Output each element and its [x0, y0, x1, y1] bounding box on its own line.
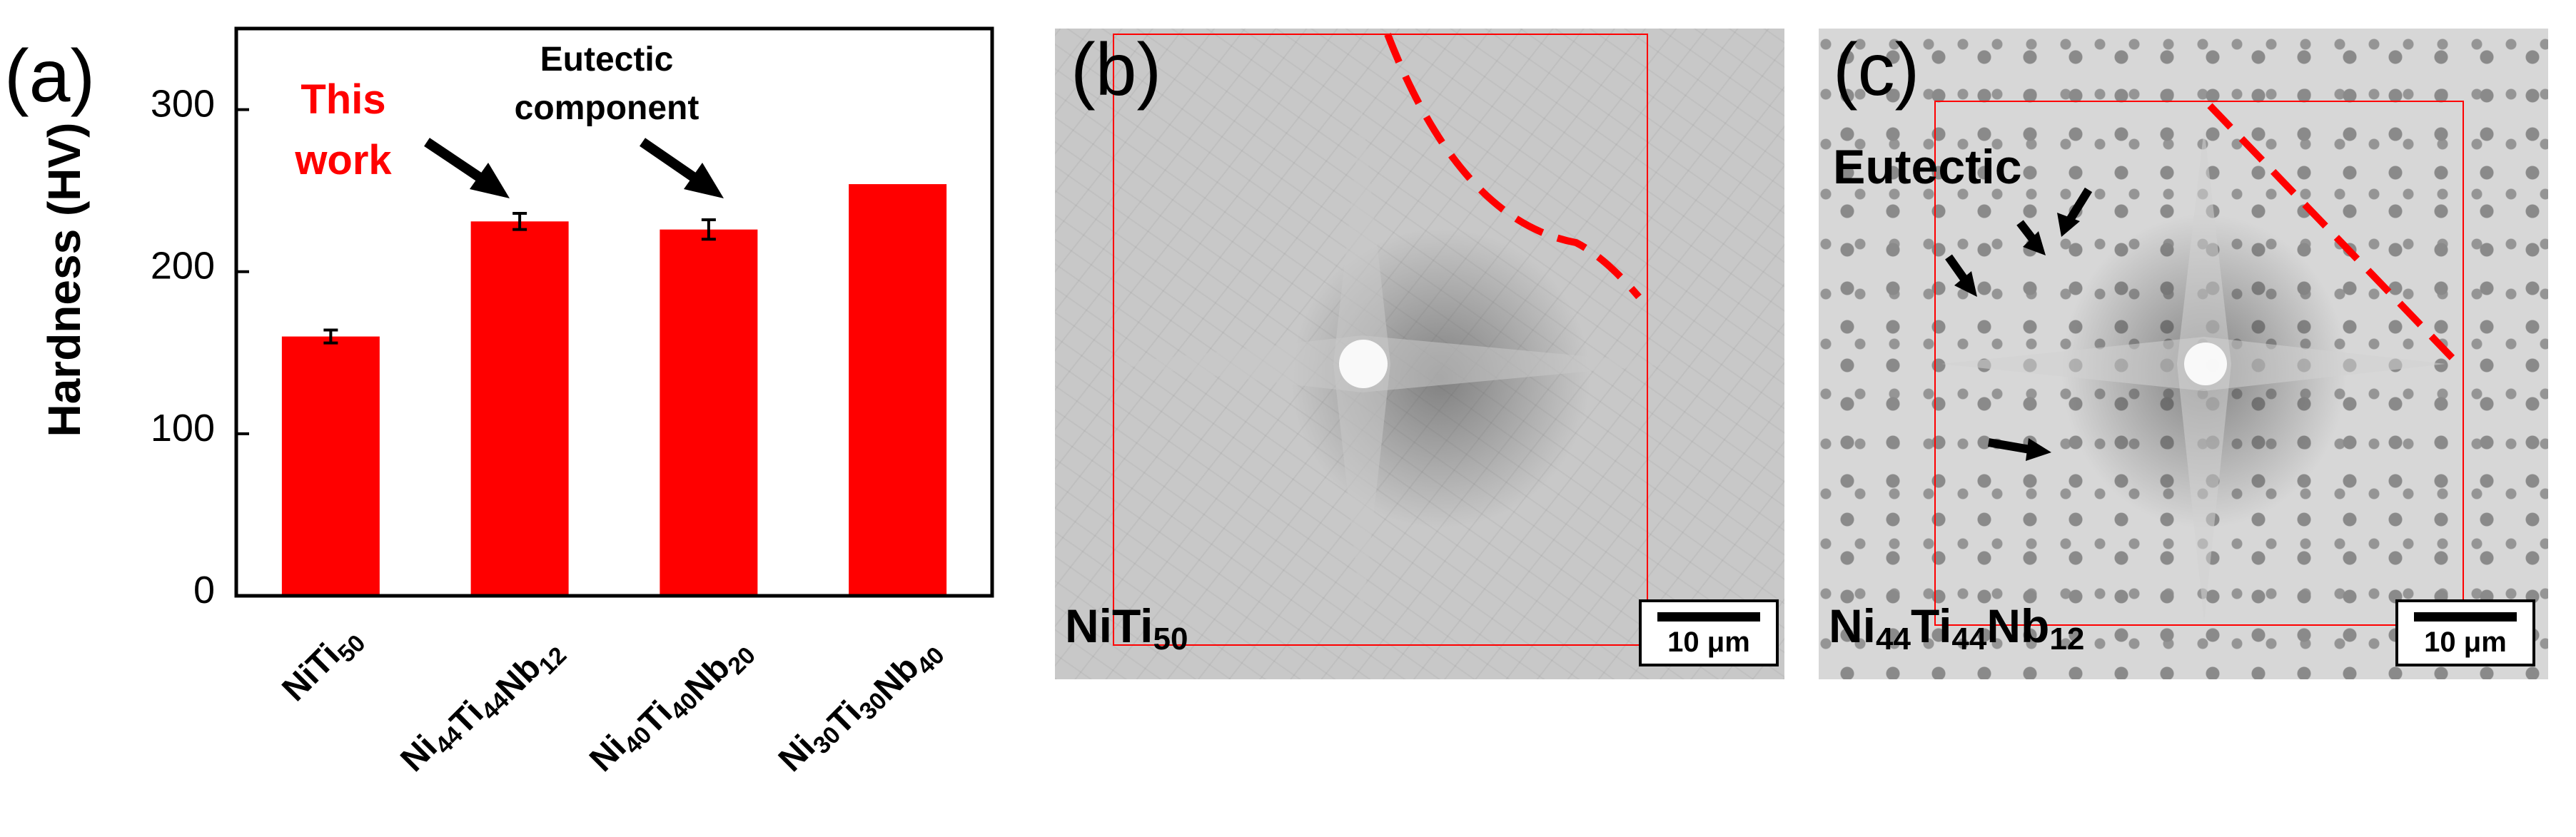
indent-box-b [1113, 34, 1648, 646]
y-tick-label: 300 [151, 83, 215, 126]
scale-bar-line-b [1657, 612, 1760, 622]
caption-b: NiTi50 [1065, 599, 1188, 656]
indent-star-b [1112, 107, 1669, 621]
scale-bar-text-c: 10 μm [2424, 627, 2507, 658]
eutectic-arrow-1 [2057, 187, 2093, 237]
y-axis-title: Hardness (HV) [39, 123, 90, 437]
scale-bar-b: 10 μm [1639, 599, 1779, 666]
x-tick-label-3: Ni30Ti30Nb40 [772, 617, 950, 796]
eutectic-label: Eutectic [1833, 140, 2022, 194]
error-bar-0 [323, 328, 338, 345]
scale-bar-line-c [2414, 612, 2517, 622]
error-bar-1 [512, 211, 527, 231]
bar-0 [281, 336, 380, 596]
hardness-bar-chart: (a) Hardness (HV) 0 100 200 300 NiTi50Ni44Ti… [4, 26, 994, 796]
chart-annotations: This work Eutectic component [294, 41, 724, 198]
indent-star-c [1941, 128, 2445, 621]
y-tick-label: 100 [151, 407, 215, 450]
y-tick-label: 0 [193, 569, 215, 612]
bar-3 [849, 184, 947, 596]
x-tick-label-0: NiTi50 [275, 617, 370, 713]
dashed-boundary-b [1384, 33, 1642, 300]
micrograph-c: (c) Eutectic Ni44Ti44Nb12 10 μm [1819, 29, 2548, 679]
caption-c: Ni44Ti44Nb12 [1829, 599, 2085, 656]
this-work-label-line1: This [300, 76, 385, 123]
bar-1 [470, 221, 569, 596]
y-axis-label: Hardness (HV) [39, 123, 90, 437]
eutectic-arrow-2 [2016, 220, 2046, 255]
bar-2 [660, 229, 758, 597]
scale-bar-c: 10 μm [2395, 599, 2535, 666]
panel-label-c: (c) [1833, 29, 1920, 111]
eutectic-arrows [1945, 187, 2093, 461]
indent-overlay-b [1112, 33, 1669, 646]
plot-frame [234, 26, 994, 598]
arrow-to-ni40-bar [640, 138, 724, 198]
y-tick-label: 200 [151, 245, 215, 288]
arrow-to-ni44-bar [424, 138, 510, 198]
panel-label-b: (b) [1071, 29, 1162, 111]
panel-label-a: (a) [4, 35, 95, 118]
eutectic-arrow-4 [1987, 438, 2051, 461]
eutectic-component-label-line1: Eutectic [540, 41, 674, 78]
this-work-label-line2: work [294, 137, 392, 183]
dashed-boundary-c [2207, 103, 2455, 361]
eutectic-component-label-line2: component [515, 89, 699, 127]
micrograph-b: (b) NiTi50 10 μm [1055, 29, 1784, 679]
indent-box-c [1934, 101, 2464, 626]
scale-bar-text-b: 10 μm [1667, 627, 1750, 658]
x-tick-label-2: Ni40Ti40Nb20 [582, 617, 761, 796]
error-bar-2 [701, 218, 716, 241]
indent-overlay-c [1934, 101, 2464, 626]
eutectic-arrow-3 [1945, 254, 1977, 297]
x-tick-label-1: Ni44Ti44Nb12 [393, 617, 572, 796]
